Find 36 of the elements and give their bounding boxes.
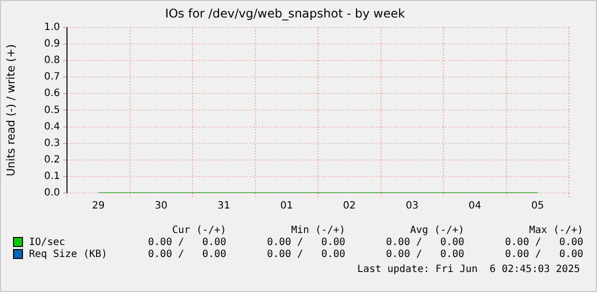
text: 0.00 / 0.00 [147,249,226,261]
x-tick-label: 29 [92,200,105,212]
text: 0.00 / 0.00 [504,237,584,249]
y-tick-label: 0.1 [44,171,60,182]
text: 0.00 / 0.00 [266,249,346,261]
y-tick-label: 0.6 [44,88,60,100]
x-tick-label: 31 [218,200,230,212]
text: 0.00 / 0.00 [266,237,346,249]
text: 0.00 / 0.00 [504,249,584,261]
y-tick-label: 0.5 [44,104,60,116]
text: Min (-/+) [290,225,346,237]
text: Max (-/+) [528,225,584,237]
y-tick-label: 0.7 [44,72,60,83]
y-tick-label: 0.3 [44,138,60,149]
y-tick-label: 0.0 [44,188,60,199]
x-tick-label: 01 [280,200,293,212]
text: 0.00 / 0.00 [147,237,226,249]
x-tick-label: 30 [154,200,168,212]
text: Last update: Fri Jun 6 02:45:03 2025 [357,264,580,275]
y-tick-label: 0.4 [44,121,60,132]
y-tick-label: 0.9 [44,38,60,50]
y-axis-title: Units read (-) / write (+) [4,44,18,176]
legend-label: Req Size (KB) [28,249,108,261]
text: 0.00 / 0.00 [385,237,464,249]
x-tick-label: 02 [343,200,356,212]
y-tick-label: 0.2 [44,154,60,166]
x-tick-label: 03 [406,200,418,212]
legend-label: IO/sec [28,237,66,249]
x-tick-label: 04 [468,200,482,212]
text: Cur (-/+) [171,225,226,237]
chart-title: IOs for /dev/vg/web_snapshot - by week [165,6,405,20]
y-tick-label: 0.8 [44,55,60,66]
x-tick-label: 05 [531,200,544,212]
text: 0.00 / 0.00 [385,249,464,261]
text: Avg (-/+) [409,225,464,237]
y-tick-label: 1.0 [44,22,60,33]
